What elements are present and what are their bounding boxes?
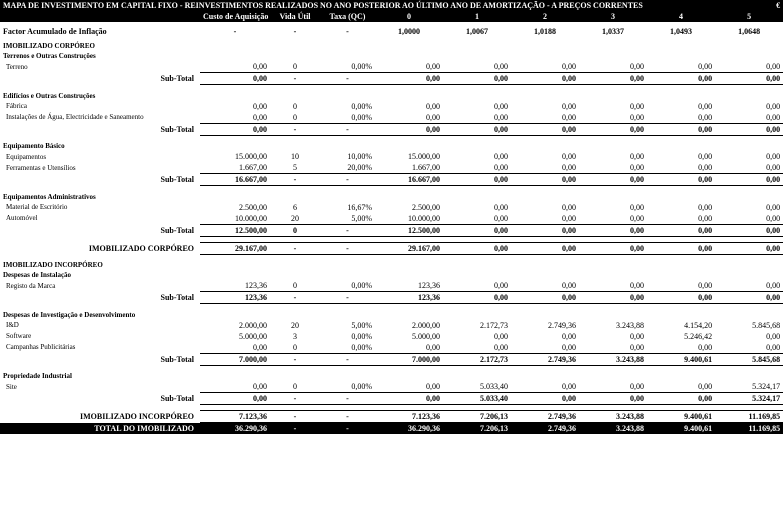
group-desp-instal: Despesas de Instalação — [0, 270, 783, 280]
factor-label: Factor Acumulado de Inflação — [0, 26, 200, 37]
col-vida: Vida Útil — [270, 11, 320, 22]
subtotal-row: Sub-Total0,00--0,000,000,000,000,000,00 — [0, 73, 783, 85]
section-incorporeo: IMOBILIZADO INCORPÓREO — [0, 260, 783, 270]
table-row: Registo da Marca123,3600,00%123,360,000,… — [0, 280, 783, 292]
table-row: Material de Escritório2.500,00616,67%2.5… — [0, 202, 783, 213]
col-y5: 5 — [715, 11, 783, 22]
col-y4: 4 — [647, 11, 715, 22]
subtotal-row: Sub-Total16.667,00--16.667,000,000,000,0… — [0, 174, 783, 186]
col-y2: 2 — [511, 11, 579, 22]
investment-table: MAPA DE INVESTIMENTO EM CAPITAL FIXO - R… — [0, 0, 783, 434]
table-row: Automóvel10.000,00205,00%10.000,000,000,… — [0, 213, 783, 225]
total-incorporeo-row: IMOBILIZADO INCORPÓREO7.123,36--7.123,36… — [0, 411, 783, 423]
subtotal-row: Sub-Total0,00--0,000,000,000,000,000,00 — [0, 123, 783, 135]
col-y0: 0 — [375, 11, 443, 22]
header-row: Custo de Aquisição Vida Útil Taxa (QC) 0… — [0, 11, 783, 22]
group-equip-admin: Equipamentos Administrativos — [0, 192, 783, 202]
col-custo: Custo de Aquisição — [200, 11, 270, 22]
table-row: Instalações de Água, Electricidade e San… — [0, 112, 783, 124]
section-corporeo: IMOBILIZADO CORPÓREO — [0, 41, 783, 51]
table-row: Fábrica0,0000,00%0,000,000,000,000,000,0… — [0, 101, 783, 112]
currency-cell: € — [715, 0, 783, 11]
table-row: Software5.000,0030,00%5.000,000,000,000,… — [0, 331, 783, 342]
table-row: Ferramentas e Utensílios1.667,00520,00%1… — [0, 162, 783, 174]
table-row: Equipamentos15.000,001010,00%15.000,000,… — [0, 151, 783, 162]
col-taxa: Taxa (QC) — [320, 11, 375, 22]
table-row: Campanhas Publicitárias0,0000,00%0,000,0… — [0, 342, 783, 354]
table-row: Terreno0,0000,00%0,000,000,000,000,000,0… — [0, 61, 783, 73]
subtotal-row: Sub-Total12.500,000-12.500,000,000,000,0… — [0, 224, 783, 236]
group-equip-basico: Equipamento Básico — [0, 141, 783, 151]
group-desp-id: Despesas de Investigação e Desenvolvimen… — [0, 310, 783, 320]
total-corporeo-row: IMOBILIZADO CORPÓREO29.167,00--29.167,00… — [0, 242, 783, 254]
subtotal-row: Sub-Total0,00--0,005.033,400,000,000,005… — [0, 393, 783, 405]
factor-row: Factor Acumulado de Inflação - - - 1,000… — [0, 26, 783, 37]
table-row: Site0,0000,00%0,005.033,400,000,000,005.… — [0, 381, 783, 393]
col-y3: 3 — [579, 11, 647, 22]
col-y1: 1 — [443, 11, 511, 22]
table-row: I&D2.000,00205,00%2.000,002.172,732.749,… — [0, 320, 783, 331]
group-terrenos: Terrenos e Outras Construções — [0, 51, 783, 61]
grand-total-row: TOTAL DO IMOBILIZADO36.290,36--36.290,36… — [0, 423, 783, 435]
title-cell: MAPA DE INVESTIMENTO EM CAPITAL FIXO - R… — [0, 0, 715, 11]
group-edificios: Edifícios e Outras Construções — [0, 91, 783, 101]
group-prop-ind: Propriedade Industrial — [0, 371, 783, 381]
title-row: MAPA DE INVESTIMENTO EM CAPITAL FIXO - R… — [0, 0, 783, 11]
subtotal-row: Sub-Total123,36--123,360,000,000,000,000… — [0, 292, 783, 304]
subtotal-row: Sub-Total7.000,00--7.000,002.172,732.749… — [0, 353, 783, 365]
